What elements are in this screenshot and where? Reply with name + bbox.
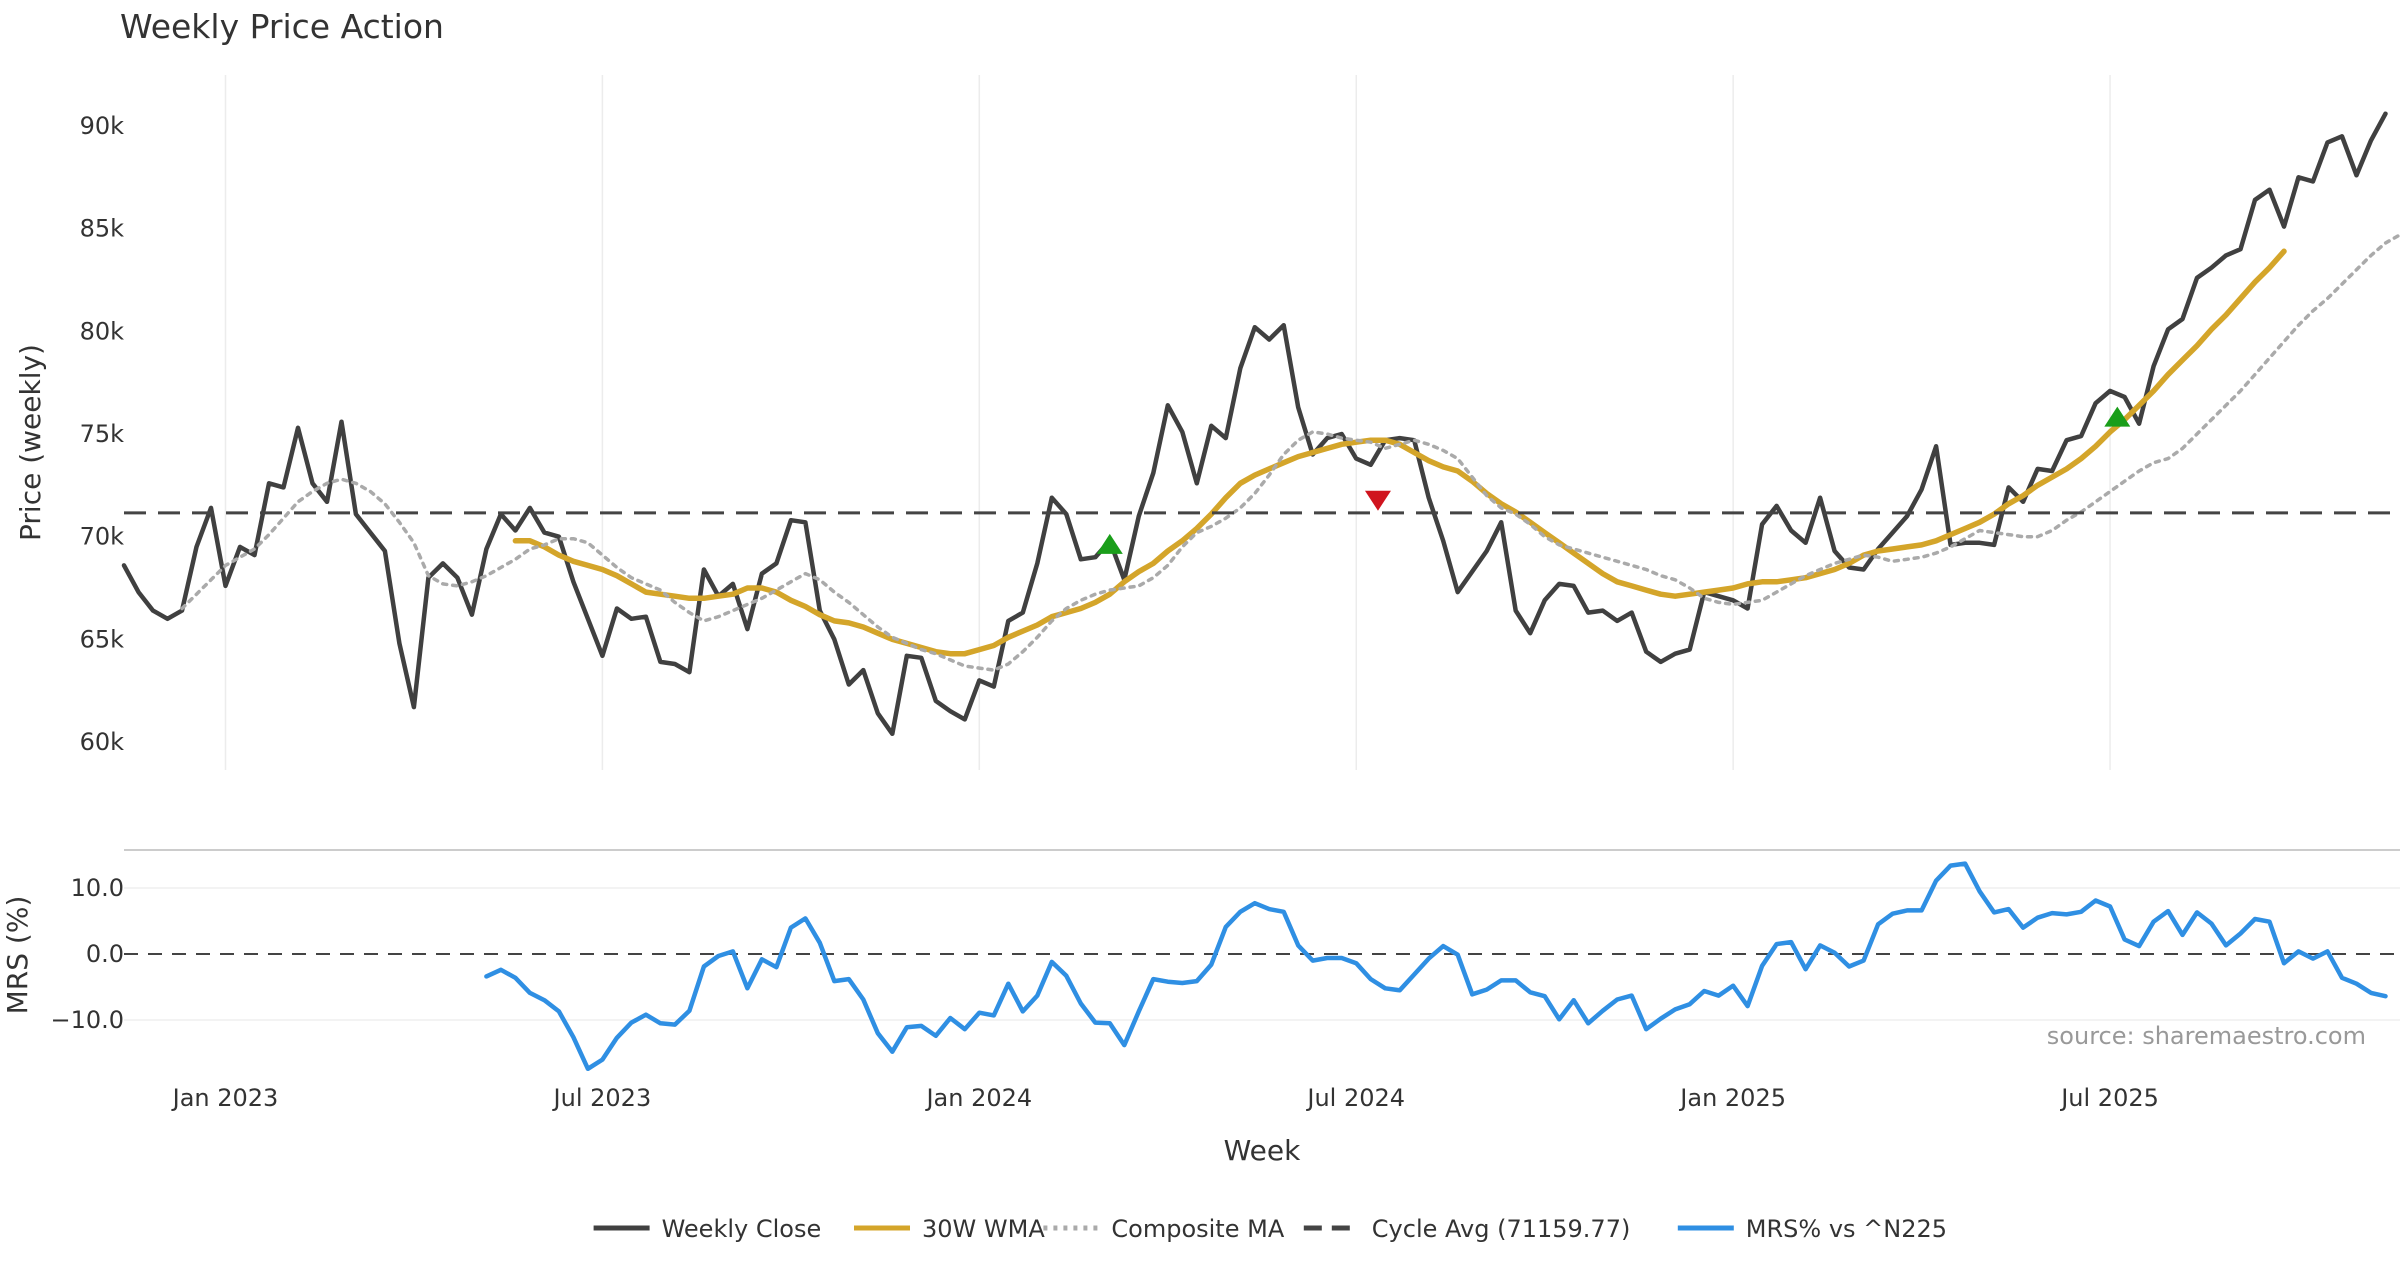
price-tick-label: 80k bbox=[80, 317, 125, 345]
series-weekly-close bbox=[121, 111, 2388, 737]
x-axis-title: Week bbox=[1224, 1134, 1301, 1167]
price-tick-label: 75k bbox=[80, 420, 125, 448]
mrs-tick-label: 10.0 bbox=[71, 874, 124, 902]
series-composite-ma bbox=[180, 232, 2400, 672]
legend-label: Weekly Close bbox=[662, 1215, 822, 1243]
source-note: source: sharemaestro.com bbox=[2047, 1022, 2366, 1050]
price-tick-label: 70k bbox=[80, 523, 125, 551]
series-mrs-line bbox=[484, 861, 2388, 1072]
series-30w-wma bbox=[512, 248, 2287, 657]
price-grid bbox=[224, 75, 2111, 770]
x-tick-label: Jan 2024 bbox=[924, 1084, 1032, 1112]
legend-label: Composite MA bbox=[1111, 1215, 1284, 1243]
legend-label: MRS% vs ^N225 bbox=[1746, 1215, 1947, 1243]
x-tick-label: Jul 2024 bbox=[1305, 1084, 1405, 1112]
price-tick-label: 85k bbox=[80, 215, 125, 243]
mrs-tick-label: 0.0 bbox=[86, 940, 124, 968]
x-tick-label: Jan 2025 bbox=[1678, 1084, 1786, 1112]
mrs-axis-title: MRS (%) bbox=[1, 896, 34, 1015]
buy-signal-marker bbox=[2104, 406, 2131, 427]
mrs-tick-label: −10.0 bbox=[50, 1006, 124, 1034]
legend-label: 30W WMA bbox=[922, 1215, 1045, 1243]
price-axis-title: Price (weekly) bbox=[14, 344, 47, 541]
price-tick-label: 60k bbox=[80, 728, 125, 756]
x-tick-label: Jul 2023 bbox=[552, 1084, 652, 1112]
x-tick-label: Jul 2025 bbox=[2059, 1084, 2159, 1112]
mrs-grid bbox=[124, 887, 2400, 1021]
legend: Weekly Close 30W WMA Composite MA Cycle Avg… bbox=[593, 1215, 1947, 1243]
sell-signal-marker bbox=[1364, 490, 1391, 511]
price-tick-label: 65k bbox=[80, 625, 125, 653]
price-tick-label: 90k bbox=[80, 112, 125, 140]
buy-signal-marker bbox=[1096, 533, 1123, 554]
x-tick-label: Jan 2023 bbox=[171, 1084, 279, 1112]
legend-label: Cycle Avg (71159.77) bbox=[1372, 1215, 1631, 1243]
chart-title: Weekly Price Action bbox=[120, 7, 444, 46]
